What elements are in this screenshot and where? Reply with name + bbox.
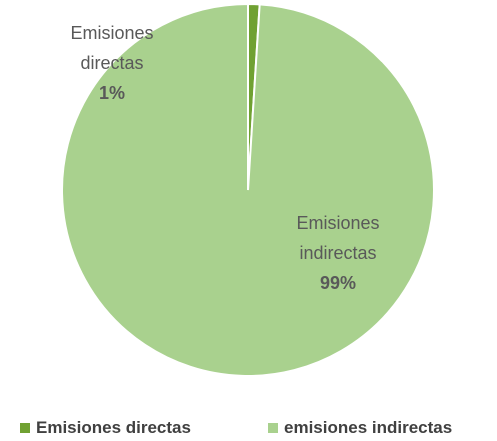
pie-slice [61, 2, 435, 377]
data-label: Emisiones indirectas 99% [268, 208, 408, 298]
legend-label: emisiones indirectas [284, 418, 453, 437]
legend-entry: Emisiones directas [20, 418, 191, 438]
legend-label: Emisiones directas [36, 418, 191, 437]
data-label-value: 99% [319, 273, 357, 293]
data-label: Emisiones directas 1% [42, 18, 182, 108]
data-label-value: 1% [98, 83, 125, 103]
legend-entry: emisiones indirectas [268, 418, 452, 438]
data-label-name: Emisiones indirectas [296, 213, 380, 263]
data-label-name: Emisiones directas [70, 23, 154, 73]
legend-swatch [20, 423, 30, 433]
legend-swatch [268, 423, 278, 433]
